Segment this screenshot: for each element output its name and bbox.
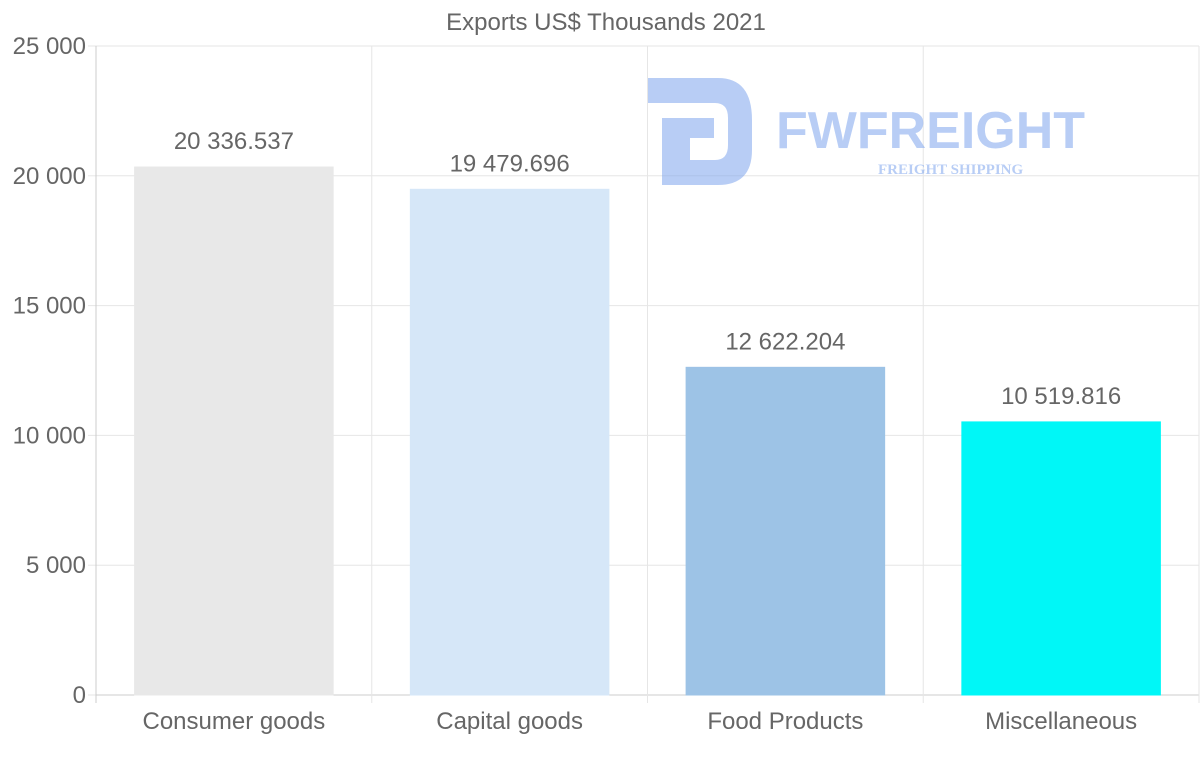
y-tick-label: 15 000 — [13, 293, 86, 320]
bar-value-label: 19 479.696 — [450, 150, 570, 177]
y-tick-label: 5 000 — [26, 552, 86, 579]
x-category-label: Miscellaneous — [985, 708, 1137, 735]
bar-food-products[interactable] — [685, 366, 886, 696]
x-category-label: Food Products — [707, 708, 863, 735]
y-tick-label: 10 000 — [13, 422, 86, 449]
watermark-tagline: FREIGHT SHIPPING — [878, 162, 1023, 178]
bar-capital-goods[interactable] — [409, 188, 610, 696]
bar-value-label: 12 622.204 — [725, 328, 845, 355]
bar-miscellaneous[interactable] — [961, 421, 1161, 696]
y-tick-label: 25 000 — [13, 33, 86, 60]
watermark-logo: FWFREIGHT FREIGHT SHIPPING — [648, 78, 1085, 185]
x-category-label: Consumer goods — [142, 708, 325, 735]
y-tick-label: 0 — [73, 682, 86, 709]
bar-value-label: 10 519.816 — [1001, 383, 1121, 410]
y-axis-ticks: 0 5 000 10 000 15 000 20 000 25 000 — [13, 33, 86, 709]
x-axis-categories: Consumer goods Capital goods Food Products… — [142, 708, 1137, 735]
bar-consumer-goods[interactable] — [134, 166, 334, 696]
bars — [134, 166, 1161, 696]
y-tick-label: 20 000 — [13, 163, 86, 190]
watermark-brand: FWFREIGHT — [776, 102, 1085, 160]
x-category-label: Capital goods — [436, 708, 583, 735]
value-labels: 20 336.537 19 479.696 12 622.204 10 519.816 — [174, 128, 1121, 410]
bar-value-label: 20 336.537 — [174, 128, 294, 155]
logo-mark-icon — [648, 78, 752, 185]
chart-title: Exports US$ Thousands 2021 — [446, 9, 766, 36]
